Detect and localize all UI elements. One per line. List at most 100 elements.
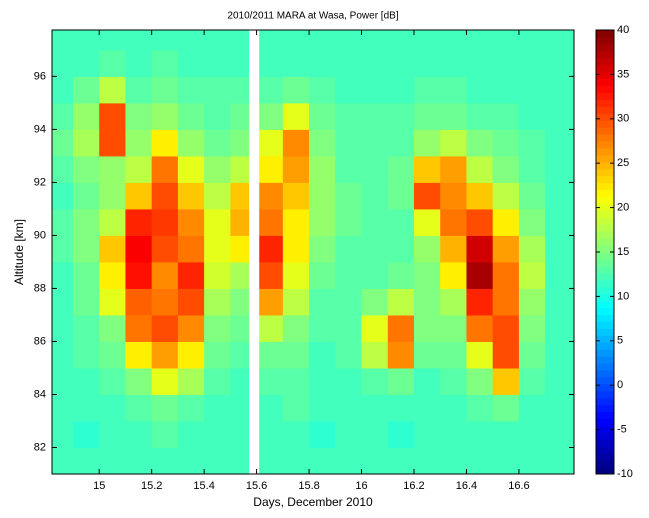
heat-cell bbox=[361, 30, 389, 51]
heat-cell bbox=[440, 155, 467, 183]
heat-cell bbox=[335, 447, 363, 475]
heat-cell bbox=[204, 447, 231, 475]
x-tick-label: 16.2 bbox=[403, 480, 424, 492]
colorbar-stripe bbox=[596, 411, 614, 419]
heat-cell bbox=[361, 447, 389, 475]
colorbar-stripe bbox=[596, 293, 614, 302]
heat-cell bbox=[387, 182, 415, 210]
heat-cell bbox=[204, 394, 231, 422]
heat-cell bbox=[413, 447, 441, 475]
heat-cell bbox=[387, 288, 415, 316]
heat-cell bbox=[309, 420, 336, 448]
heat-cell bbox=[99, 155, 126, 183]
heat-cell bbox=[492, 155, 520, 183]
colorbar-stripe bbox=[596, 467, 614, 475]
heat-cell bbox=[204, 235, 231, 263]
heat-cell bbox=[259, 261, 284, 289]
colorbar-stripe bbox=[596, 356, 614, 364]
heat-cell bbox=[492, 314, 520, 342]
heat-cell bbox=[335, 261, 363, 289]
heat-cell bbox=[259, 314, 284, 342]
heat-cell bbox=[99, 288, 126, 316]
colorbar-tick-label: -5 bbox=[617, 424, 627, 436]
heat-cell bbox=[230, 76, 250, 104]
heat-cell bbox=[413, 261, 441, 289]
colorbar-stripe bbox=[596, 363, 614, 371]
heat-cell bbox=[387, 30, 415, 51]
y-tick-label: 82 bbox=[34, 441, 46, 453]
heat-cell bbox=[177, 208, 205, 236]
heat-cell bbox=[309, 208, 336, 236]
heat-cell bbox=[259, 30, 284, 51]
heat-cell bbox=[282, 341, 310, 369]
heat-cell bbox=[72, 394, 100, 422]
heat-cell bbox=[466, 288, 494, 316]
heat-cell bbox=[151, 76, 179, 104]
heat-cell bbox=[177, 288, 205, 316]
heat-cell bbox=[282, 420, 310, 448]
heat-cell bbox=[125, 208, 153, 236]
heat-cell bbox=[492, 447, 520, 475]
colorbar-stripe bbox=[596, 439, 614, 447]
heat-cell bbox=[466, 155, 494, 183]
heat-cell bbox=[52, 420, 74, 448]
colorbar-stripe bbox=[596, 141, 614, 149]
heat-cell bbox=[230, 30, 250, 51]
chart-title: 2010/2011 MARA at Wasa, Power [dB] bbox=[227, 11, 398, 22]
heat-cell bbox=[259, 341, 284, 369]
heat-cell bbox=[440, 394, 467, 422]
heat-cell bbox=[309, 367, 336, 395]
heat-cell bbox=[387, 341, 415, 369]
heat-cell bbox=[440, 208, 467, 236]
heat-cell bbox=[125, 235, 153, 263]
heat-cell bbox=[125, 288, 153, 316]
heat-cell bbox=[72, 235, 100, 263]
heat-cell bbox=[230, 182, 250, 210]
colorbar-stripe bbox=[596, 307, 614, 315]
colorbar-stripe bbox=[596, 120, 614, 128]
y-tick-label: 88 bbox=[34, 282, 46, 294]
heat-cell bbox=[309, 155, 336, 183]
heat-cell bbox=[387, 314, 415, 342]
colorbar-stripe bbox=[596, 203, 614, 211]
heat-cell bbox=[518, 235, 546, 263]
heat-cell bbox=[99, 102, 126, 130]
heat-cell bbox=[99, 420, 126, 448]
heat-cell bbox=[440, 447, 467, 475]
heat-cell bbox=[518, 394, 546, 422]
heat-cell bbox=[125, 102, 153, 130]
y-tick-label: 84 bbox=[34, 388, 46, 400]
heat-cell bbox=[335, 314, 363, 342]
heat-cell bbox=[204, 261, 231, 289]
heat-cell bbox=[413, 367, 441, 395]
heat-cell bbox=[309, 447, 336, 475]
heat-cell bbox=[309, 235, 336, 263]
colorbar-stripe bbox=[596, 30, 614, 38]
heat-cell bbox=[335, 49, 363, 77]
heat-cell bbox=[151, 367, 179, 395]
colorbar-tick-label: 15 bbox=[617, 246, 629, 258]
heat-cell bbox=[151, 420, 179, 448]
heat-cell bbox=[151, 30, 179, 51]
heat-cell bbox=[387, 394, 415, 422]
heat-cell bbox=[466, 129, 494, 157]
heat-cell bbox=[204, 129, 231, 157]
colorbar-stripe bbox=[596, 321, 614, 329]
colorbar-stripe bbox=[596, 369, 614, 378]
colorbar-stripe bbox=[596, 328, 614, 336]
heat-cell bbox=[99, 129, 126, 157]
heat-cell bbox=[99, 261, 126, 289]
heat-cell bbox=[309, 314, 336, 342]
colorbar-stripe bbox=[596, 85, 614, 93]
colorbar-tick-label: 20 bbox=[617, 202, 629, 214]
heat-cell bbox=[230, 102, 250, 130]
heat-cell bbox=[361, 49, 389, 77]
heat-cell bbox=[204, 314, 231, 342]
heat-cell bbox=[466, 49, 494, 77]
heat-cell bbox=[282, 208, 310, 236]
colorbar-stripe bbox=[596, 453, 614, 461]
heat-cell bbox=[309, 394, 336, 422]
heat-cell bbox=[177, 102, 205, 130]
heat-cell bbox=[413, 155, 441, 183]
heat-cell bbox=[309, 341, 336, 369]
